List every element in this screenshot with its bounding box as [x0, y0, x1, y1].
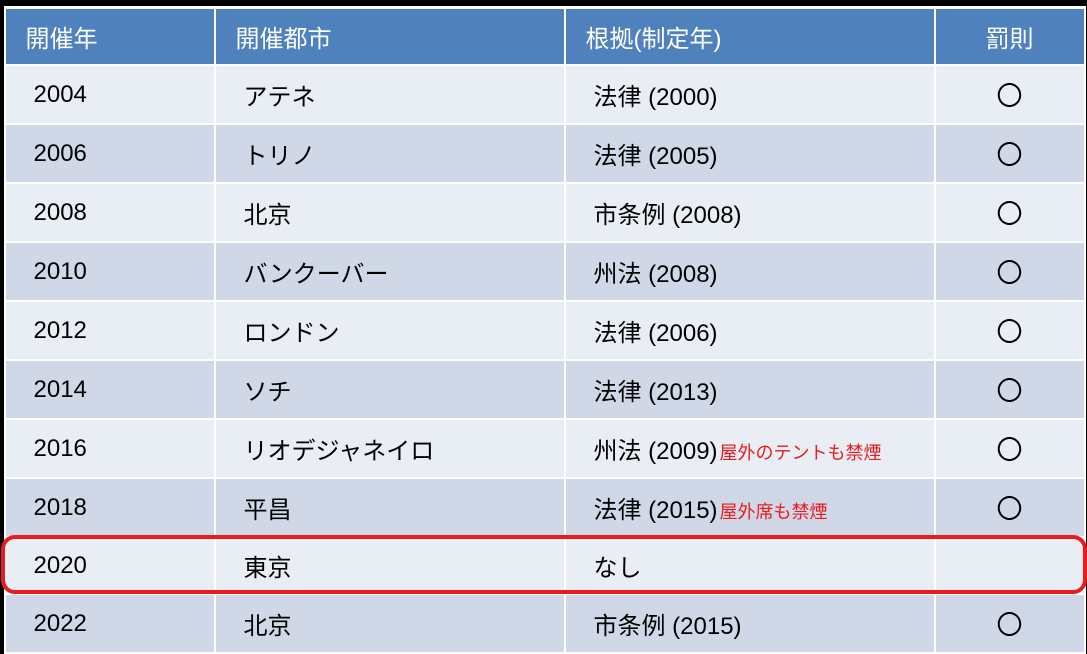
col-header-basis: 根拠(制定年)	[565, 8, 935, 66]
basis-text: 州法 (2008)	[594, 254, 718, 289]
basis-text: 市条例 (2008)	[594, 195, 742, 230]
cell-basis: 法律 (2005)	[565, 124, 935, 183]
basis-text: 法律 (2013)	[594, 372, 718, 407]
basis-note: 屋外のテントも禁煙	[720, 443, 882, 463]
cell-city: 平昌	[215, 478, 565, 537]
basis-text: 市条例 (2015)	[594, 606, 742, 641]
table-row: 2012ロンドン法律 (2006) 〇	[5, 301, 1085, 360]
data-table: 開催年 開催都市 根拠(制定年) 罰則 2004アテネ法律 (2000)〇200…	[4, 6, 1086, 654]
basis-text: 法律 (2000)	[594, 77, 718, 112]
cell-penalty: 〇	[935, 419, 1085, 478]
basis-text: 法律 (2015)	[594, 490, 718, 525]
table-row: 2010バンクーバー州法 (2008) 〇	[5, 242, 1085, 301]
cell-basis: 市条例 (2015)	[565, 594, 935, 653]
cell-penalty: 〇	[935, 242, 1085, 301]
cell-year: 2008	[5, 183, 215, 242]
cell-year: 2006	[5, 124, 215, 183]
col-header-penalty: 罰則	[935, 8, 1085, 66]
table-row: 2006トリノ法律 (2005) 〇	[5, 124, 1085, 183]
table-row: 2014ソチ法律 (2013) 〇	[5, 360, 1085, 419]
table-row: 2004アテネ法律 (2000) 〇	[5, 65, 1085, 124]
cell-year: 2022	[5, 594, 215, 653]
cell-city: アテネ	[215, 65, 565, 124]
cell-basis: 法律 (2006)	[565, 301, 935, 360]
cell-penalty: 〇	[935, 478, 1085, 537]
cell-year: 2012	[5, 301, 215, 360]
table-row: 2020東京なし	[5, 537, 1085, 594]
table-row: 2016リオデジャネイロ州法 (2009)屋外のテントも禁煙〇	[5, 419, 1085, 478]
cell-penalty: 〇	[935, 301, 1085, 360]
cell-basis: 州法 (2008)	[565, 242, 935, 301]
cell-city: バンクーバー	[215, 242, 565, 301]
col-header-city: 開催都市	[215, 8, 565, 66]
cell-penalty: 〇	[935, 183, 1085, 242]
cell-city: 北京	[215, 183, 565, 242]
col-header-year: 開催年	[5, 8, 215, 66]
basis-note: 屋外席も禁煙	[720, 502, 828, 522]
cell-penalty	[935, 537, 1085, 594]
cell-year: 2020	[5, 537, 215, 594]
cell-city: 東京	[215, 537, 565, 594]
cell-penalty: 〇	[935, 594, 1085, 653]
basis-text: 法律 (2005)	[594, 136, 718, 171]
cell-year: 2018	[5, 478, 215, 537]
cell-city: 北京	[215, 594, 565, 653]
basis-text: 州法 (2009)	[594, 431, 718, 466]
cell-year: 2004	[5, 65, 215, 124]
cell-penalty: 〇	[935, 124, 1085, 183]
cell-basis: 州法 (2009)屋外のテントも禁煙	[565, 419, 935, 478]
cell-city: ソチ	[215, 360, 565, 419]
cell-basis: なし	[565, 537, 935, 594]
cell-city: トリノ	[215, 124, 565, 183]
cell-basis: 法律 (2015)屋外席も禁煙	[565, 478, 935, 537]
cell-year: 2016	[5, 419, 215, 478]
olympic-host-smoking-table: 開催年 開催都市 根拠(制定年) 罰則 2004アテネ法律 (2000)〇200…	[4, 6, 1084, 654]
cell-basis: 法律 (2013)	[565, 360, 935, 419]
header-row: 開催年 開催都市 根拠(制定年) 罰則	[5, 8, 1085, 66]
cell-year: 2010	[5, 242, 215, 301]
table-body: 2004アテネ法律 (2000)〇2006トリノ法律 (2005)〇2008北京…	[5, 65, 1085, 653]
cell-basis: 法律 (2000)	[565, 65, 935, 124]
table-row: 2022北京市条例 (2015) 〇	[5, 594, 1085, 653]
table-row: 2018平昌法律 (2015)屋外席も禁煙〇	[5, 478, 1085, 537]
basis-text: 法律 (2006)	[594, 313, 718, 348]
cell-penalty: 〇	[935, 65, 1085, 124]
table-row: 2008北京市条例 (2008) 〇	[5, 183, 1085, 242]
cell-city: リオデジャネイロ	[215, 419, 565, 478]
cell-penalty: 〇	[935, 360, 1085, 419]
cell-basis: 市条例 (2008)	[565, 183, 935, 242]
cell-city: ロンドン	[215, 301, 565, 360]
cell-year: 2014	[5, 360, 215, 419]
